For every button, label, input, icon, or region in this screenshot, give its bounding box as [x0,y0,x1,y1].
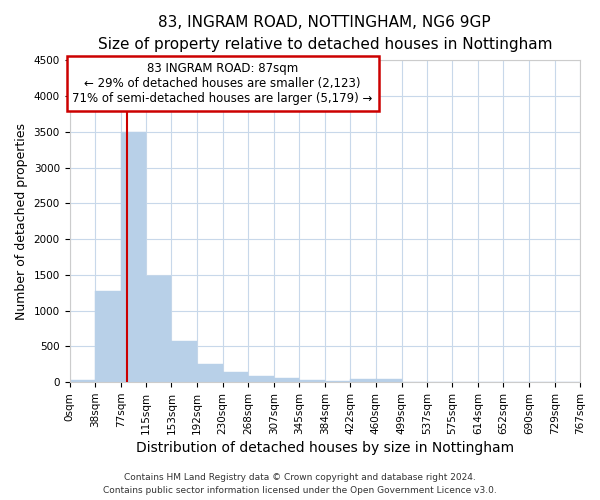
Title: 83, INGRAM ROAD, NOTTINGHAM, NG6 9GP
Size of property relative to detached house: 83, INGRAM ROAD, NOTTINGHAM, NG6 9GP Siz… [98,15,552,52]
Bar [172,340,197,382]
Bar [70,380,95,382]
Bar [121,132,146,382]
Bar [325,381,350,382]
Bar [95,292,121,382]
Bar [248,376,274,382]
Bar [197,364,223,382]
Text: Contains HM Land Registry data © Crown copyright and database right 2024.
Contai: Contains HM Land Registry data © Crown c… [103,474,497,495]
Bar [299,380,325,382]
Bar [376,379,401,382]
Bar [350,380,376,382]
Bar [146,276,172,382]
Bar [223,372,248,382]
Text: 83 INGRAM ROAD: 87sqm
← 29% of detached houses are smaller (2,123)
71% of semi-d: 83 INGRAM ROAD: 87sqm ← 29% of detached … [73,62,373,104]
Bar [274,378,299,382]
X-axis label: Distribution of detached houses by size in Nottingham: Distribution of detached houses by size … [136,441,514,455]
Y-axis label: Number of detached properties: Number of detached properties [15,123,28,320]
